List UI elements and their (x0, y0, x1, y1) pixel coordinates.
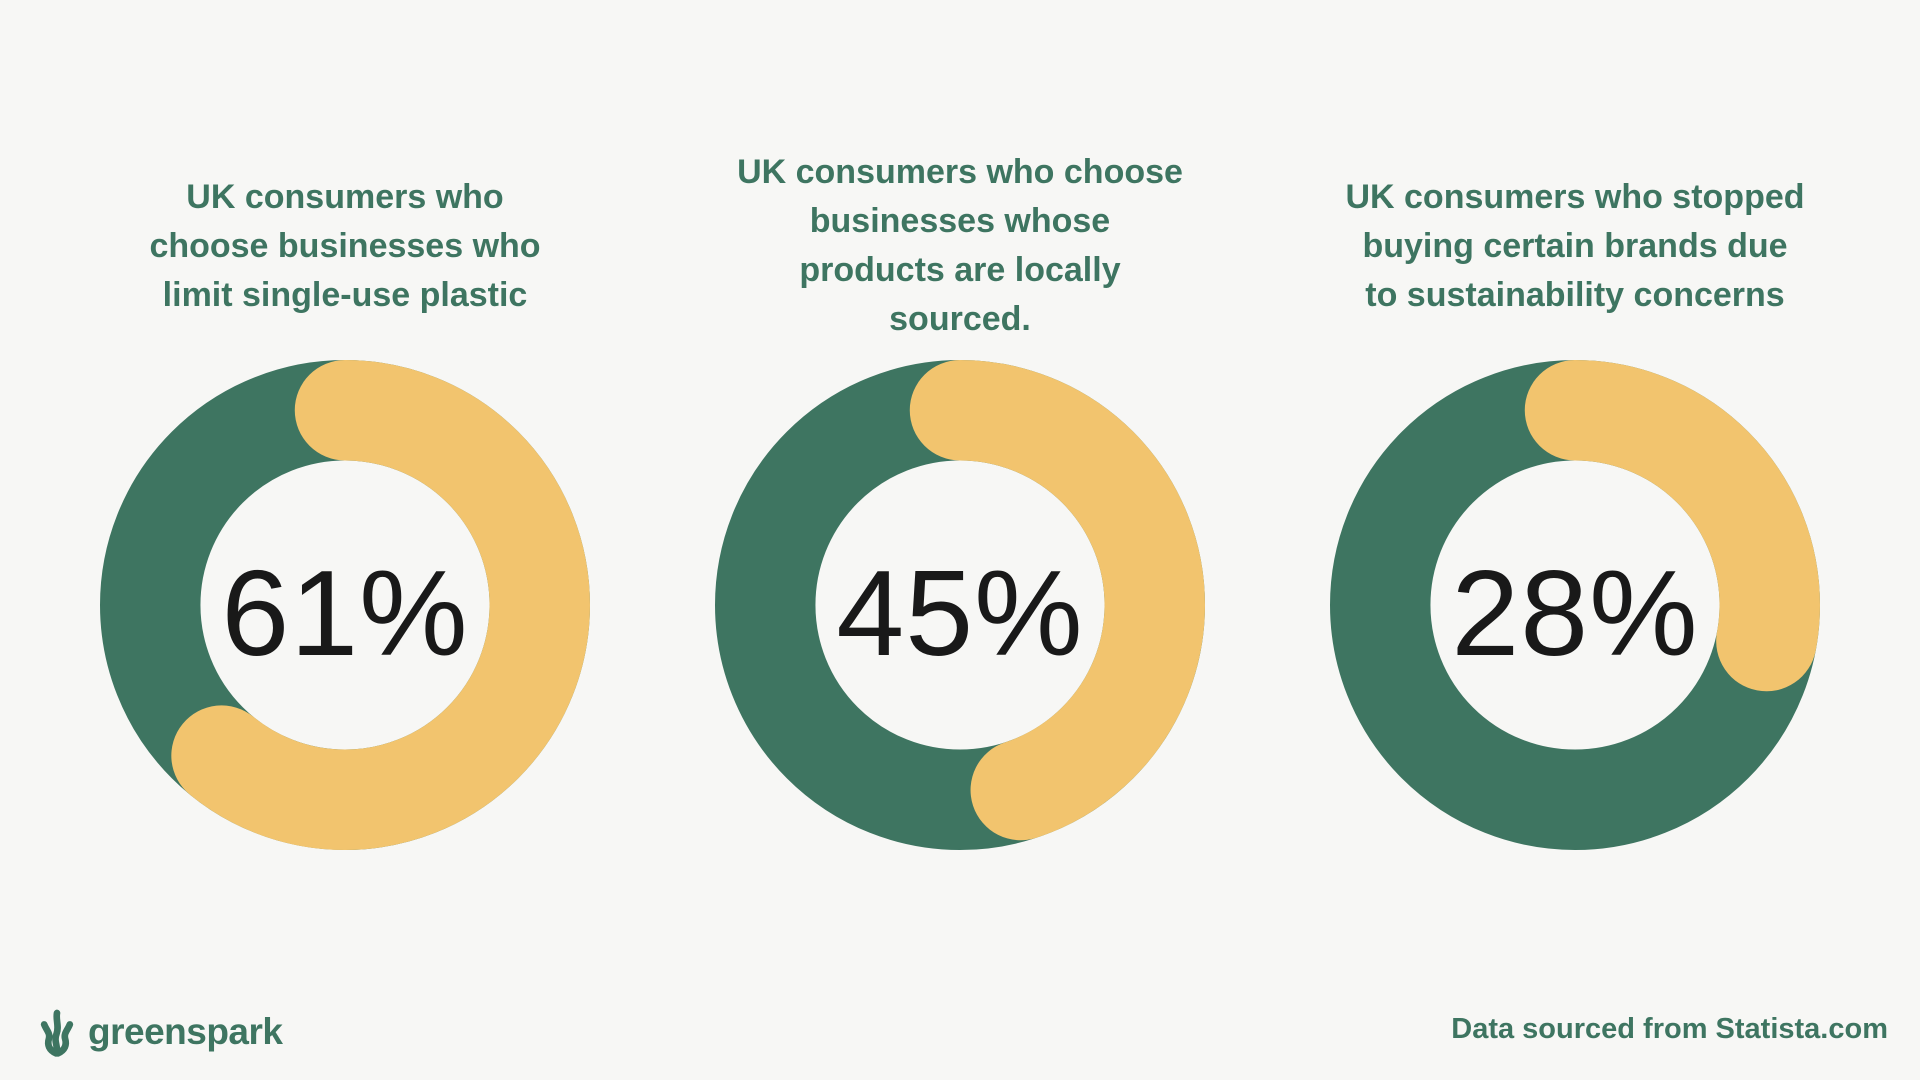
stat-title: UK consumers who choose businesses whose… (737, 153, 1183, 338)
donut-chart: 61% (100, 360, 590, 850)
brand-name: greenspark (88, 1011, 283, 1052)
donut-filled-arc (1330, 360, 1820, 850)
donut-chart-svg (715, 360, 1205, 850)
stat-column-stopped-buying: UK consumers who stopped buying certain … (1325, 142, 1825, 850)
stat-title: UK consumers who choose businesses who l… (149, 177, 541, 314)
stat-title-box: UK consumers who stopped buying certain … (1325, 142, 1825, 350)
stat-title: UK consumers who stopped buying certain … (1345, 177, 1805, 314)
stat-column-local-sourcing: UK consumers who choose businesses whose… (710, 142, 1210, 850)
donut-filled-arc (100, 360, 590, 850)
kelp-icon (40, 1009, 74, 1057)
brand-logo: greenspark (38, 1006, 283, 1058)
stat-column-plastic: UK consumers who choose businesses who l… (95, 142, 595, 850)
donut-chart: 28% (1330, 360, 1820, 850)
data-source-text: Data sourced from Statista.com (1451, 1013, 1888, 1045)
stat-title-box: UK consumers who choose businesses whose… (710, 142, 1210, 350)
donut-chart: 45% (715, 360, 1205, 850)
donut-chart-svg (1330, 360, 1820, 850)
stat-title-box: UK consumers who choose businesses who l… (95, 142, 595, 350)
donut-filled-arc (715, 360, 1205, 850)
stats-row: UK consumers who choose businesses who l… (95, 142, 1825, 850)
donut-chart-svg (100, 360, 590, 850)
